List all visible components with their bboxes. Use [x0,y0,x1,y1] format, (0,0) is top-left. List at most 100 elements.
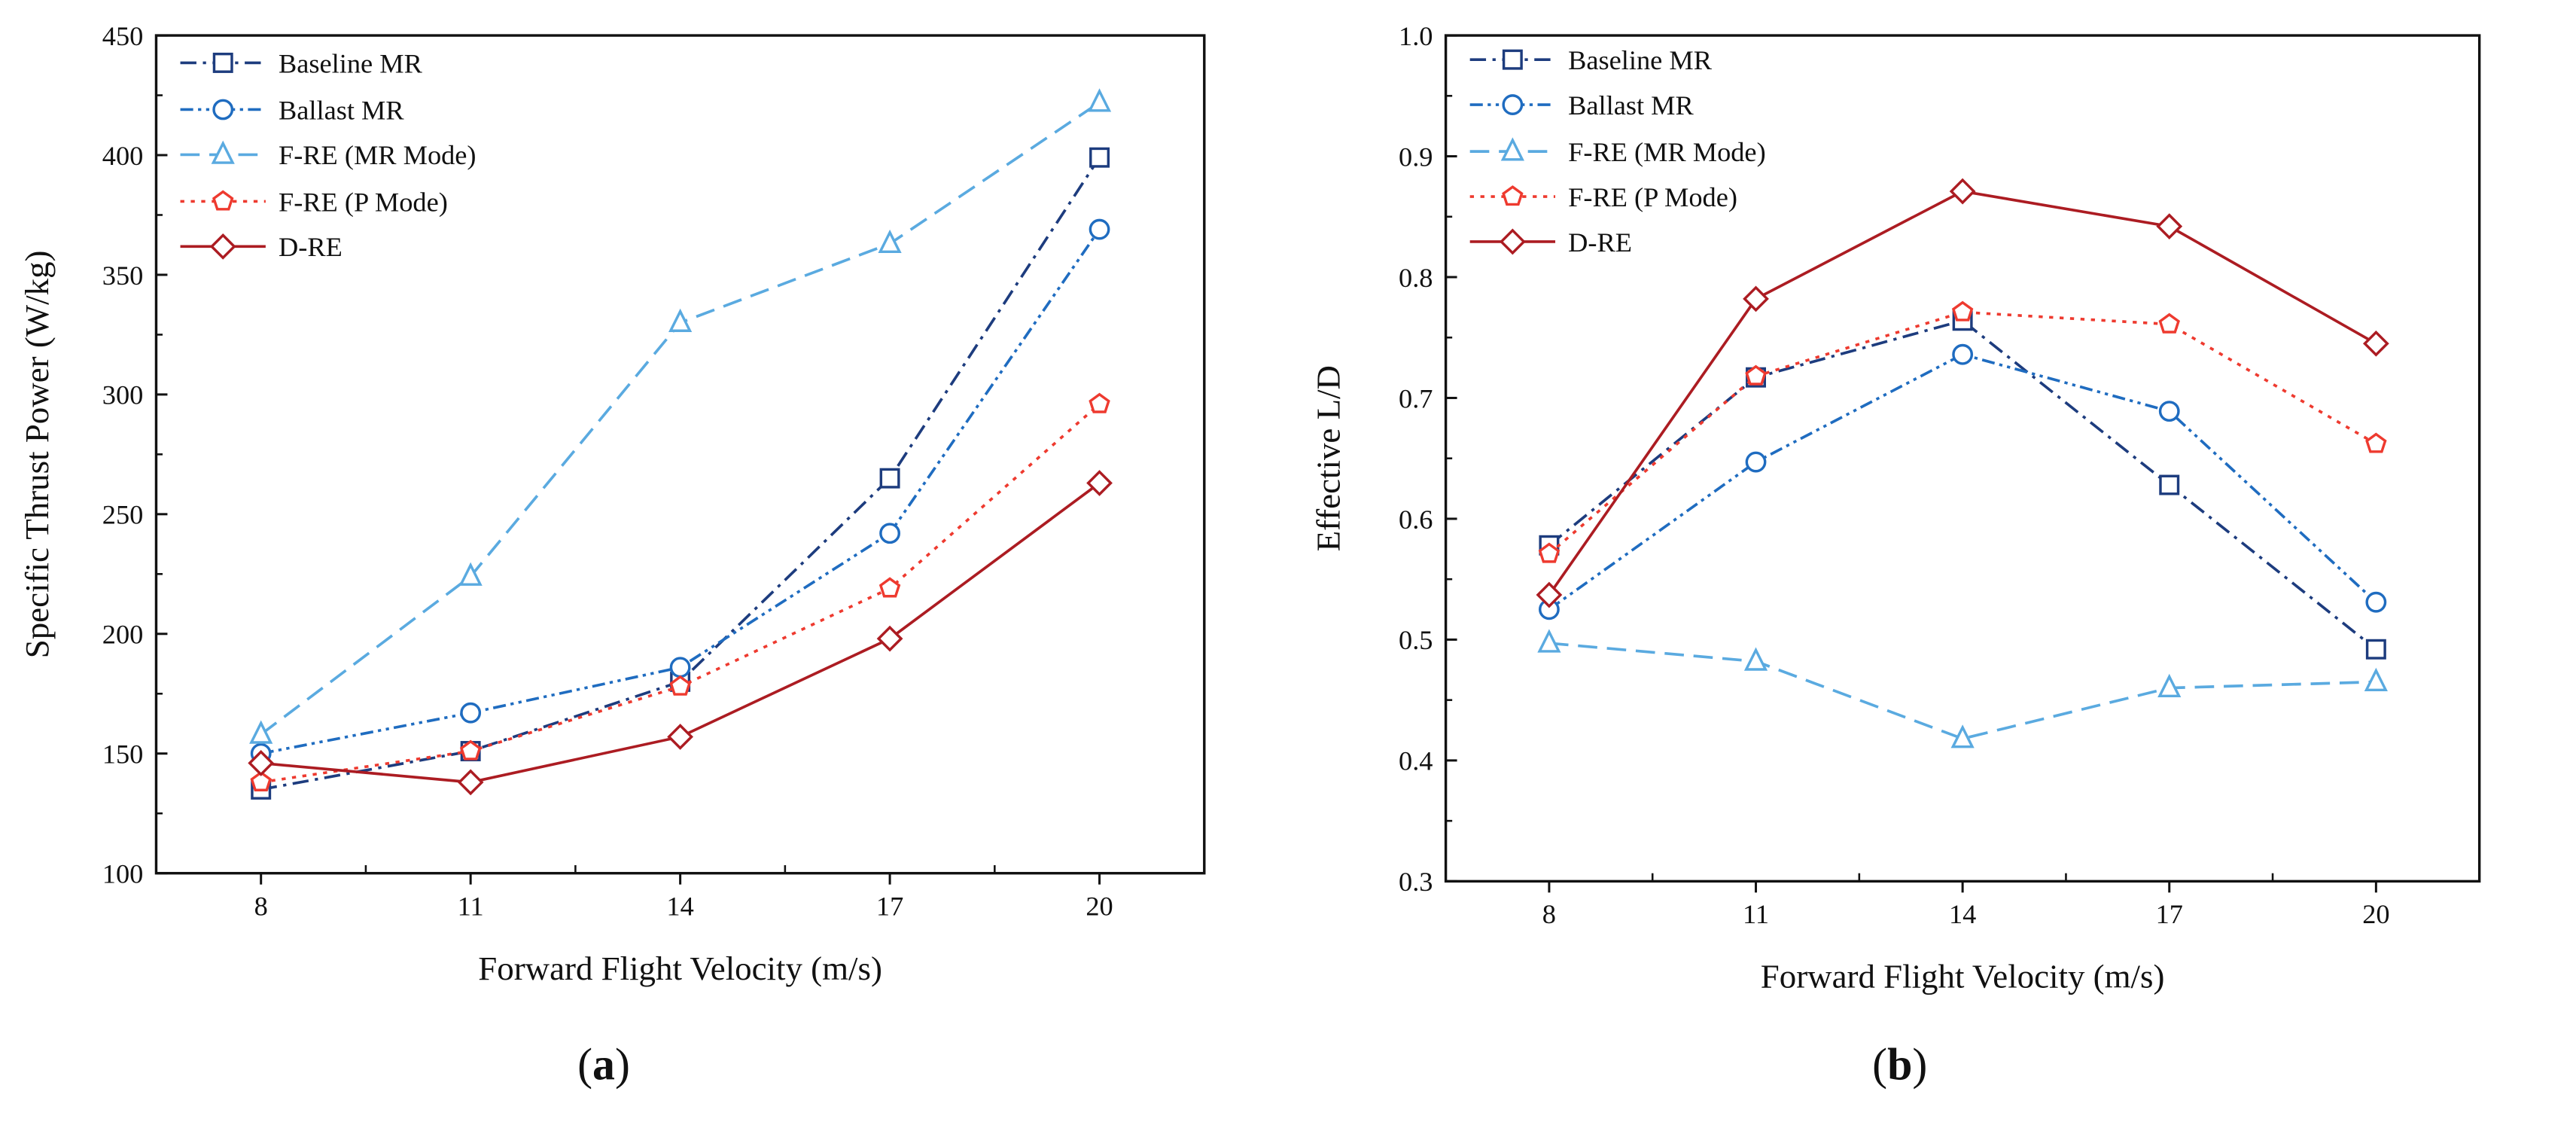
data-point-circle [1745,451,1767,473]
caption-letter: b [1887,1040,1912,1090]
panel-caption: (b) [1872,1040,1927,1090]
caption-paren-close: ) [1912,1040,1927,1090]
data-point-triangle [878,229,902,254]
y-tick-label: 200 [102,620,144,650]
data-point-diamond [876,625,903,652]
y-axis-label: Effective L/D [1309,365,1347,551]
y-tick-label: 450 [102,21,144,51]
legend-entry: F-RE (P Mode) [180,187,448,217]
caption-paren-open: ( [1872,1040,1887,1090]
data-point-pentagon [459,739,482,761]
data-point-circle [1952,343,1974,365]
data-point-triangle [2157,673,2182,698]
legend-label: Baseline MR [1568,45,1713,75]
data-point-pentagon [878,577,901,598]
x-axis-label: Forward Flight Velocity (m/s) [1761,958,2165,995]
legend-marker-diamond [209,233,236,260]
y-tick-label: 0.7 [1399,383,1433,413]
legend-label: F-RE (MR Mode) [279,140,477,170]
data-point-diamond [1949,178,1976,205]
y-tick-label: 350 [102,261,144,291]
legend-entry: Baseline MR [1469,45,1713,75]
series-line [1548,190,2377,596]
legend-label: D-RE [279,232,343,262]
legend-label: F-RE (P Mode) [279,187,448,217]
chart-b: 8 11 14 17 20 0.3 0.4 0.5 0.6 0.7 0.8 0.9 1.0 Forward… [1309,21,2481,1090]
data-point-diamond [1743,285,1769,312]
data-point-diamond [1536,581,1563,608]
legend-marker-square [212,52,233,73]
legend-label: Ballast MR [1568,90,1694,120]
y-tick-label: 0.8 [1399,263,1433,293]
y-tick-label: 0.3 [1399,867,1433,897]
x-axis-label: Forward Flight Velocity (m/s) [478,950,882,987]
data-point-diamond [2156,213,2183,240]
data-point-circle [879,523,900,544]
data-point-triangle [668,308,693,332]
data-point-pentagon [2158,312,2180,334]
legend-marker-triangle [1500,137,1524,161]
legend-entry: Ballast MR [1469,90,1694,120]
caption-letter: a [592,1040,615,1090]
legend-label: Ballast MR [279,95,404,125]
data-point-triangle [1950,724,1975,748]
caption-paren-open: ( [577,1040,592,1090]
y-tick-label: 300 [102,380,144,410]
x-tick-label: 20 [1086,891,1113,921]
data-point-square [2159,474,2180,495]
series-d-re [1536,178,2389,608]
data-point-pentagon [250,770,272,791]
y-tick-label: 100 [102,858,144,889]
y-tick-label: 0.5 [1399,625,1433,655]
data-point-pentagon [1745,364,1767,386]
data-point-triangle [458,562,483,586]
series-line [1548,642,2377,740]
x-tick-label: 17 [876,891,903,921]
caption-paren-close: ) [615,1040,630,1090]
data-point-pentagon [669,675,691,696]
data-point-diamond [457,769,484,796]
series-line [1548,310,2377,555]
legend-label: F-RE (P Mode) [1568,182,1737,212]
y-tick-label: 250 [102,500,144,530]
data-point-circle [460,702,482,724]
data-point-circle [2158,401,2180,422]
legend-entry: F-RE (MR Mode) [1469,137,1766,167]
data-point-circle [669,657,691,678]
x-tick-label: 8 [254,891,268,921]
legend-marker-diamond [1499,228,1526,255]
series-baseline-mr [251,147,1110,800]
legend-entry: F-RE (P Mode) [1469,182,1737,212]
legend-entry: F-RE (MR Mode) [180,140,477,170]
series-f-re-mr-mode [249,88,1112,744]
data-point-pentagon [1538,542,1561,563]
data-point-diamond [2362,330,2389,357]
data-point-triangle [2364,667,2388,691]
legend-marker-pentagon [212,190,234,211]
data-point-diamond [667,724,694,750]
y-tick-label: 0.9 [1399,142,1433,172]
data-point-pentagon [2365,432,2387,453]
data-point-pentagon [1951,300,1974,322]
x-tick-label: 8 [1542,899,1556,929]
series-line [1548,319,2377,651]
x-tick-label: 14 [666,891,693,921]
x-tick-label: 14 [1949,899,1976,929]
y-tick-label: 150 [102,739,144,770]
series-ballast-mr [1539,343,2387,620]
y-tick-label: 0.6 [1399,505,1433,535]
legend-marker-square [1502,49,1523,70]
series-f-re-p-mode [1538,300,2387,563]
legend-entry: Ballast MR [180,95,404,125]
data-point-diamond [1086,470,1113,496]
x-tick-label: 17 [2156,899,2183,929]
chart-a: 8 11 14 17 20 100 150 200 250 300 350 400 450 Forward… [18,21,1206,1090]
legend-marker-circle [212,99,234,120]
y-tick-label: 1.0 [1399,21,1433,51]
legend-entry: D-RE [180,232,343,262]
data-point-diamond [248,750,275,776]
data-point-triangle [1537,629,1561,653]
data-point-circle [2365,591,2387,613]
legend-entry: D-RE [1469,227,1632,258]
data-point-triangle [1743,647,1768,671]
